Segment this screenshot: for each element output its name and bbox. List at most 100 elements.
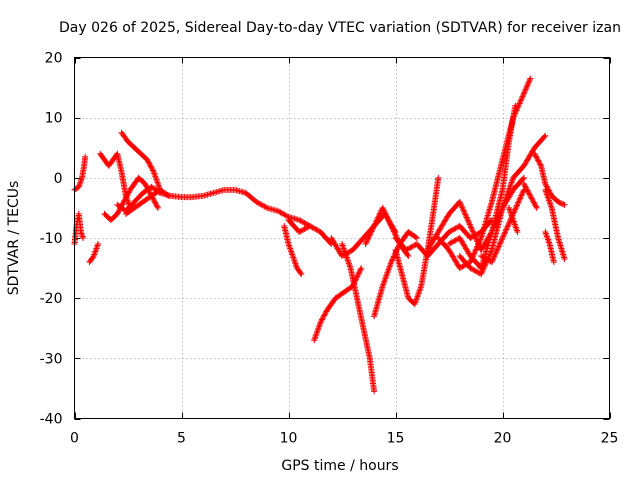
data-point [503, 226, 510, 233]
data-point [380, 207, 387, 214]
data-point [555, 198, 562, 205]
data-point [371, 221, 378, 228]
data-points [71, 75, 568, 395]
data-point [389, 225, 396, 232]
data-point [527, 192, 534, 199]
data-point [518, 96, 525, 103]
y-tick-label: 10 [45, 111, 63, 127]
data-point [472, 247, 479, 254]
data-point [529, 196, 536, 203]
data-point [502, 227, 509, 234]
data-point [515, 103, 522, 110]
data-point [478, 269, 485, 276]
data-point [520, 90, 527, 97]
data-point [496, 240, 503, 247]
data-point [490, 254, 497, 261]
data-point [412, 234, 419, 241]
data-point [115, 208, 122, 215]
data-point [535, 158, 542, 165]
data-point [152, 200, 159, 207]
data-point [375, 214, 382, 221]
x-axis-label: GPS time / hours [281, 458, 398, 474]
data-point [375, 213, 382, 220]
data-point [522, 183, 529, 190]
data-point [459, 204, 466, 211]
data-point [473, 246, 480, 253]
data-point [473, 244, 480, 251]
chart-title: Day 026 of 2025, Sidereal Day-to-day VTE… [59, 20, 621, 36]
data-point [520, 174, 527, 181]
data-point [464, 215, 471, 222]
data-point [469, 227, 476, 234]
data-point [519, 93, 526, 100]
x-tick-label: 15 [387, 431, 405, 447]
data-point [362, 241, 369, 248]
data-point [469, 228, 476, 235]
data-point [358, 265, 365, 272]
data-point [519, 94, 526, 101]
data-point [363, 238, 370, 245]
data-point [525, 190, 532, 197]
data-point [389, 256, 396, 263]
data-point [514, 201, 521, 208]
data-point [405, 253, 412, 260]
data-point [503, 225, 510, 232]
data-point [477, 236, 484, 243]
data-point [515, 199, 522, 206]
data-point [78, 231, 85, 238]
data-point [467, 222, 474, 229]
data-point [387, 221, 394, 228]
data-point [516, 196, 523, 203]
data-point [95, 241, 102, 248]
data-point [531, 150, 538, 157]
data-point [80, 235, 87, 241]
data-point [354, 272, 361, 279]
data-point [377, 210, 384, 217]
data-point [515, 198, 522, 205]
plot-frame [74, 57, 610, 419]
data-point [474, 242, 481, 249]
data-point [550, 259, 557, 266]
data-point [525, 79, 532, 86]
data-point [474, 243, 481, 250]
data-point [501, 230, 508, 237]
data-point [468, 225, 475, 232]
data-point [557, 200, 564, 207]
data-point [366, 232, 373, 239]
data-point [373, 217, 380, 224]
data-point [498, 236, 505, 243]
data-point [153, 202, 160, 209]
y-tick-label: 0 [54, 171, 63, 187]
data-point [476, 239, 483, 246]
data-point [373, 218, 380, 225]
data-point [122, 196, 129, 203]
data-point [371, 222, 378, 229]
data-point [148, 164, 155, 171]
data-point [374, 216, 381, 223]
data-point [471, 232, 478, 239]
y-tick-label: -30 [40, 351, 63, 367]
data-point [480, 265, 487, 272]
data-point [528, 194, 535, 201]
data-point [388, 222, 395, 229]
data-point [372, 220, 379, 227]
data-point [357, 266, 364, 273]
data-point [493, 249, 500, 256]
y-tick-label: 20 [45, 51, 63, 67]
x-tick-label: 25 [601, 431, 619, 447]
data-point [149, 166, 156, 173]
data-point [517, 97, 524, 104]
data-point [120, 200, 127, 207]
y-tick-label: -10 [40, 231, 63, 247]
data-point [365, 235, 372, 242]
data-point [526, 191, 533, 198]
data-point [145, 159, 152, 166]
data-point [502, 229, 509, 236]
data-point [356, 267, 363, 274]
x-tick-label: 10 [280, 431, 298, 447]
data-point [497, 239, 504, 246]
data-point [384, 214, 391, 221]
data-point [322, 309, 329, 316]
data-point [473, 235, 480, 242]
data-point [404, 251, 411, 258]
